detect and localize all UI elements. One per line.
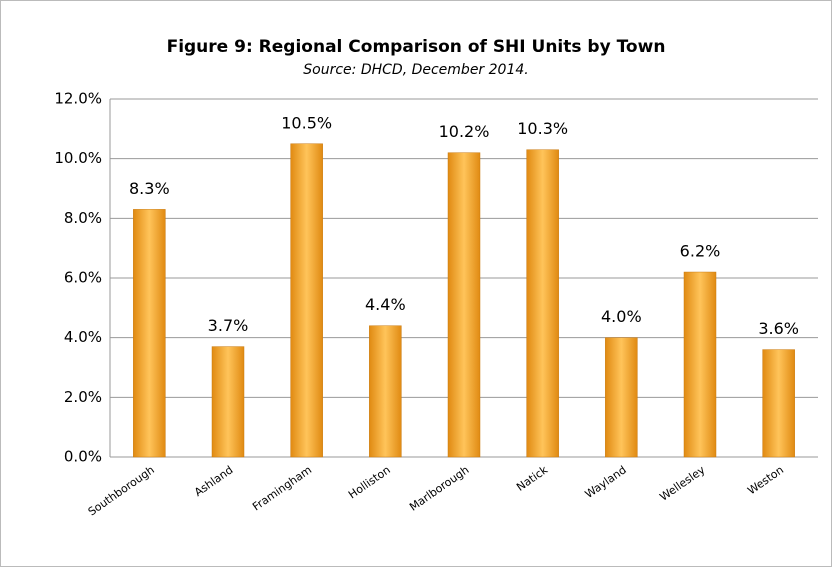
data-label: 3.7%	[208, 316, 249, 335]
y-tick-label: 8.0%	[64, 209, 102, 227]
bar	[211, 346, 245, 458]
bar	[369, 325, 402, 458]
bar	[447, 152, 481, 458]
data-label: 6.2%	[680, 242, 721, 261]
y-tick-label: 10.0%	[54, 149, 102, 167]
data-label: 4.4%	[365, 295, 406, 314]
y-tick-label: 2.0%	[64, 388, 102, 406]
y-tick-label: 12.0%	[54, 90, 102, 108]
data-label: 4.0%	[601, 307, 642, 326]
y-tick-label: 6.0%	[64, 269, 102, 287]
y-tick-label: 0.0%	[64, 448, 102, 466]
data-label: 10.2%	[439, 122, 490, 141]
bar	[605, 337, 638, 458]
chart-subtitle: Source: DHCD, December 2014.	[303, 62, 528, 78]
bar	[290, 143, 323, 458]
data-label: 8.3%	[129, 179, 170, 198]
bar	[762, 349, 795, 458]
chart-title: Figure 9: Regional Comparison of SHI Uni…	[167, 37, 666, 57]
data-label: 3.6%	[758, 319, 799, 338]
bar	[526, 149, 559, 458]
bar	[133, 209, 166, 458]
y-tick-label: 4.0%	[64, 328, 102, 346]
data-label: 10.5%	[281, 113, 332, 132]
bar	[683, 271, 717, 458]
data-label: 10.3%	[517, 119, 568, 138]
